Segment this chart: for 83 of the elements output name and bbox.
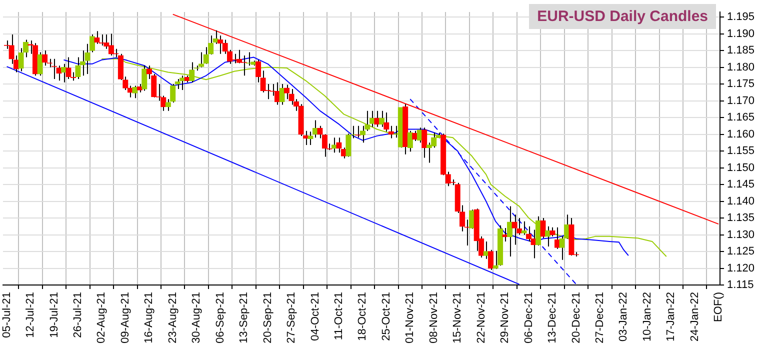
candlestick [189,62,195,83]
x-tick-label: 17-Jan-22 [665,292,678,342]
y-tick-label: 1.195 [727,11,755,24]
x-tick-label: 24-Jan-22 [688,292,701,342]
x-tick-label: 18-Oct-21 [356,292,369,341]
x-tick-label: 29-Nov-21 [499,292,512,344]
y-tick-label: 1.115 [727,279,754,292]
y-tick-label: 1.125 [727,246,755,258]
chart-title: EUR-USD Daily Candles [529,4,716,29]
x-tick-label: 10-Jan-22 [641,292,654,342]
x-tick-label: 22-Nov-21 [475,292,488,344]
candlestick [554,226,560,250]
candlestick [274,82,280,106]
y-tick-label: 1.145 [727,178,755,191]
candlestick [42,50,48,66]
y-tick-label: 1.175 [727,78,755,90]
candlestick [236,49,242,64]
candlestick [540,218,546,239]
y-tick-label: 1.130 [727,228,755,241]
candlestick [132,85,138,99]
candlestick [331,137,338,154]
x-tick-label: 23-Aug-21 [166,292,179,344]
candlestick [336,137,342,154]
y-tick-label: 1.135 [727,212,755,224]
candlestick [422,127,428,158]
y-tick-label: 1.165 [727,112,755,124]
y-tick-label: 1.180 [727,61,755,74]
candlestick [369,110,376,128]
x-tick-label: 06-Sep-21 [214,292,226,344]
candlestick [308,131,314,146]
x-tick-label: 15-Nov-21 [452,292,464,344]
candlestick [346,133,352,158]
x-tick-label: 13-Sep-21 [238,292,250,344]
x-tick-label: 20-Dec-21 [570,292,582,344]
candlestick [521,220,527,236]
candlestick [94,30,100,44]
candlestick [284,84,290,100]
x-tick-label: 27-Sep-21 [286,292,298,344]
candlestick [180,75,186,91]
x-tick-label: 25-Oct-21 [380,292,392,341]
candlestick [142,65,148,92]
candlestick [378,110,384,128]
y-tick-label: 1.170 [727,94,755,107]
x-tick-label: 01-Nov-21 [404,292,416,344]
x-tick-label: 30-Aug-21 [190,292,203,344]
candlestick [412,130,418,142]
candlestick [544,226,551,247]
x-tick-label: 16-Aug-21 [143,292,156,344]
candlestick [506,206,513,258]
x-tick-label: 26-Jul-21 [72,292,84,338]
candlestick [416,127,422,144]
x-tick-label: 11-Oct-21 [332,292,345,340]
candlestick [98,34,105,46]
x-tick-label: 04-Oct-21 [309,292,322,341]
x-tick-label: 09-Aug-21 [119,292,132,344]
x-tick-label: 05-Jul-21 [0,292,13,338]
x-tick-label: 27-Dec-21 [594,292,606,344]
y-tick-label: 1.160 [727,128,755,140]
candlestick [37,52,43,76]
y-tick-label: 1.190 [727,28,755,40]
candlestick [374,110,380,128]
candlestick [218,34,224,54]
candlestick [384,112,390,132]
candlestick [550,226,556,237]
candlestick [198,52,204,68]
x-tick-label: 08-Nov-21 [428,292,440,344]
y-tick-label: 1.150 [727,162,755,174]
x-tick-label: 12-Jul-21 [24,292,37,338]
candlestick [483,240,489,260]
y-tick-label: 1.155 [727,145,755,158]
candlestick [360,125,366,144]
x-tick-label: 13-Dec-21 [546,292,559,344]
x-tick-label: 20-Sep-21 [262,292,274,344]
x-tick-label: 02-Aug-21 [96,292,108,344]
x-tick-label: 03-Jan-22 [618,292,630,342]
x-tick-label: EOF() [712,292,725,322]
candlestick [279,84,285,106]
x-tick-label: 19-Jul-21 [48,292,60,338]
y-tick-label: 1.140 [727,195,755,208]
y-tick-label: 1.185 [727,44,755,57]
candlestick [108,33,114,56]
x-tick-label: 06-Dec-21 [522,292,535,344]
y-tick-label: 1.120 [727,262,755,274]
